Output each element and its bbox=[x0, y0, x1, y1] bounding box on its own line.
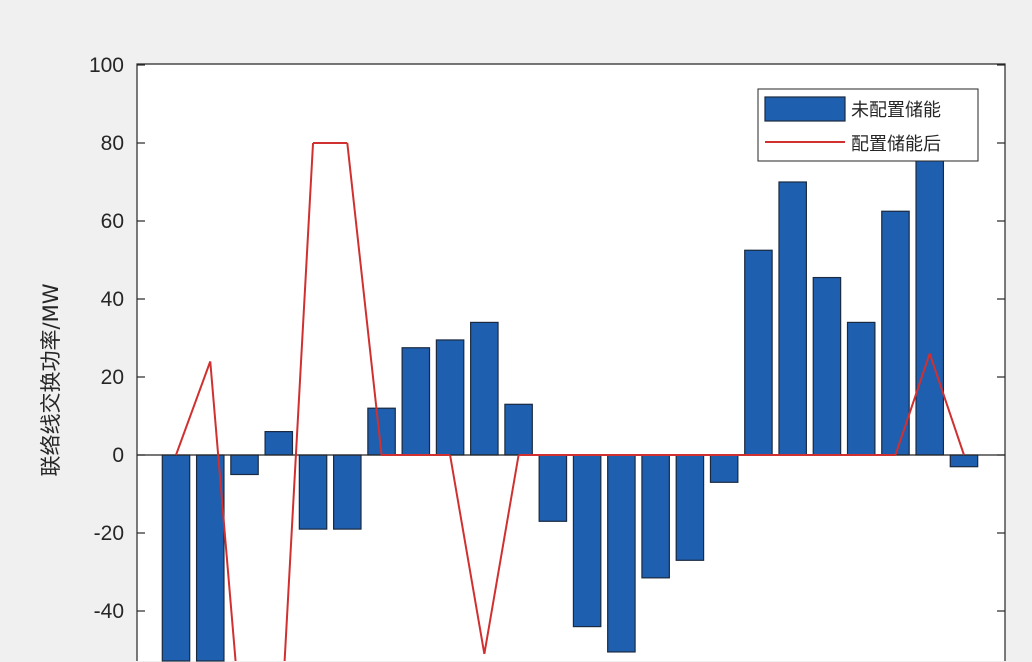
legend: 未配置储能 配置储能后 bbox=[757, 88, 979, 162]
bar bbox=[846, 321, 876, 456]
y-tick-label: 20 bbox=[101, 366, 124, 389]
bar bbox=[264, 431, 294, 456]
bar bbox=[195, 454, 225, 662]
y-tick-label: -20 bbox=[94, 522, 124, 545]
bar bbox=[709, 454, 739, 483]
bar bbox=[778, 181, 807, 456]
y-tick-label: 100 bbox=[89, 54, 124, 77]
y-tick-label: -40 bbox=[94, 600, 124, 623]
y-tick-label: 0 bbox=[112, 444, 124, 467]
bar bbox=[675, 454, 705, 561]
legend-bar-swatch bbox=[764, 96, 846, 122]
bar bbox=[332, 454, 362, 530]
y-axis-ticks: 100 80 60 40 20 0 -20 -40 bbox=[89, 54, 1005, 623]
bar bbox=[572, 454, 602, 628]
y-tick-label: 40 bbox=[101, 288, 124, 311]
bar bbox=[641, 454, 670, 579]
y-axis-label: 联络线交换功率/MW bbox=[39, 283, 63, 476]
bar bbox=[881, 210, 910, 456]
legend-label-line: 配置储能后 bbox=[851, 134, 941, 155]
axes-frame bbox=[136, 63, 1006, 661]
bar bbox=[812, 276, 842, 456]
bar bbox=[435, 339, 465, 456]
bar bbox=[161, 454, 191, 662]
bar bbox=[504, 403, 533, 456]
legend-label-bar: 未配置储能 bbox=[851, 100, 941, 121]
bar bbox=[401, 347, 431, 456]
bar bbox=[744, 249, 773, 456]
y-tick-label: 80 bbox=[101, 132, 124, 155]
bar bbox=[298, 454, 328, 530]
bar bbox=[230, 454, 259, 476]
bar-series bbox=[161, 150, 979, 662]
bar bbox=[538, 454, 568, 522]
bar bbox=[915, 150, 945, 456]
line-series bbox=[175, 142, 965, 662]
bar bbox=[949, 454, 979, 468]
y-tick-label: 60 bbox=[101, 210, 124, 233]
bar bbox=[607, 454, 636, 653]
bar bbox=[470, 321, 499, 456]
